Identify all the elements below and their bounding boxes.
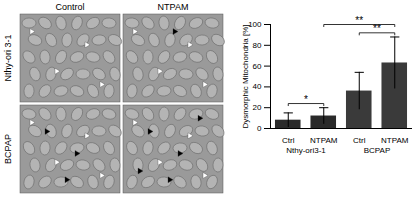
svg-text:*: * <box>304 94 308 105</box>
svg-text:60: 60 <box>253 62 262 71</box>
svg-text:0: 0 <box>257 124 262 133</box>
svg-text:BCPAP: BCPAP <box>3 134 13 164</box>
svg-text:Ctrl: Ctrl <box>353 136 366 145</box>
svg-text:NTPAM: NTPAM <box>310 136 338 145</box>
svg-text:80: 80 <box>253 41 262 50</box>
svg-text:Dysmorphic Mitochondria [%]: Dysmorphic Mitochondria [%] <box>241 24 250 128</box>
svg-text:20: 20 <box>253 103 262 112</box>
svg-text:Nthy-ori 3-1: Nthy-ori 3-1 <box>3 34 13 81</box>
svg-text:Nthy-ori3-1: Nthy-ori3-1 <box>286 146 326 155</box>
svg-text:**: ** <box>355 15 363 26</box>
svg-text:NTPAM: NTPAM <box>381 136 409 145</box>
svg-text:Control: Control <box>55 2 84 12</box>
svg-text:**: ** <box>373 23 381 34</box>
svg-text:Ctrl: Ctrl <box>282 136 295 145</box>
svg-text:BCPAP: BCPAP <box>364 146 391 155</box>
svg-text:100: 100 <box>248 20 262 29</box>
svg-text:40: 40 <box>253 82 262 91</box>
svg-text:NTPAM: NTPAM <box>158 2 189 12</box>
